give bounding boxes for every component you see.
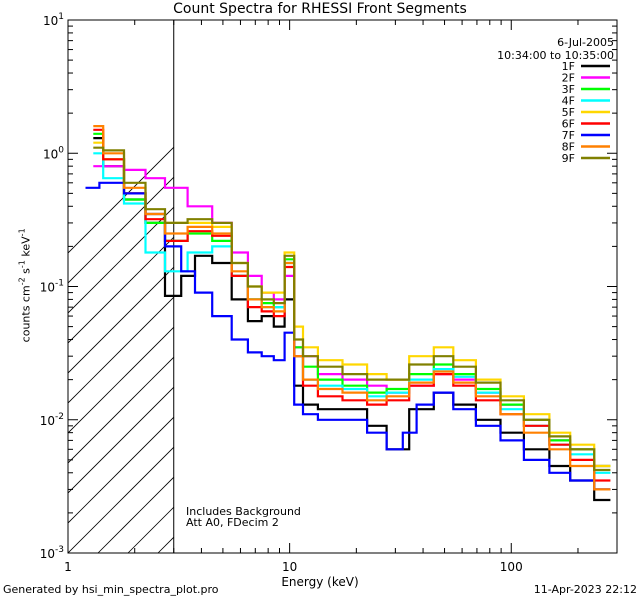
y-tick-label: 10-3 <box>40 545 64 561</box>
hatch-line <box>68 446 174 553</box>
date-label: 6-Jul-2005 <box>557 36 614 49</box>
y-axis: 10-3 10-2 10-1 100 101 <box>40 12 617 561</box>
series-group <box>85 125 611 502</box>
note-background: Includes Background <box>186 505 301 518</box>
legend-label: 4F <box>562 95 575 108</box>
series-6F <box>93 128 611 482</box>
x-tick-label: 10 <box>282 560 297 574</box>
hatch-line <box>218 20 640 553</box>
x-tick-label: 1 <box>64 560 72 574</box>
excluded-region-hatch <box>68 20 640 553</box>
legend-label: 2F <box>562 72 575 85</box>
series-7F <box>85 181 611 491</box>
legend-label: 7F <box>562 129 575 142</box>
y-tick-label: 10-1 <box>40 279 64 295</box>
hatch-line <box>68 416 174 524</box>
chart-title: Count Spectra for RHESSI Front Segments <box>173 1 467 17</box>
y-tick-label: 101 <box>43 12 64 28</box>
time-range-label: 10:34:00 to 10:35:00 <box>497 49 614 62</box>
hatch-line <box>68 386 174 494</box>
y-tick-label: 100 <box>43 145 64 161</box>
series-2F <box>93 165 611 468</box>
y-tick-label: 10-2 <box>40 412 64 428</box>
x-axis-label: Energy (keV) <box>281 575 359 589</box>
plot-frame <box>67 19 618 554</box>
hatch-line <box>68 266 174 374</box>
ylabel-part: keV <box>19 236 33 261</box>
hatch-line <box>68 206 174 314</box>
series-9F <box>93 146 611 472</box>
hatch-line <box>518 20 640 553</box>
x-axis: 1 10 100 <box>64 20 618 574</box>
legend-label: 5F <box>562 106 575 119</box>
ylabel-part: s <box>19 268 33 278</box>
y-axis-label: counts cm-2 s-1 keV-1 <box>17 228 33 343</box>
timestamp: 11-Apr-2023 22:12 <box>533 583 637 596</box>
legend-label: 6F <box>562 118 575 131</box>
x-tick-label: 100 <box>500 560 523 574</box>
legend-label: 1F <box>562 60 575 73</box>
ylabel-exp: -1 <box>17 228 27 237</box>
series-1F <box>93 137 611 502</box>
hatch-line <box>68 236 174 344</box>
legend-label: 3F <box>562 83 575 96</box>
legend-label: 9F <box>562 152 575 165</box>
ylabel-part: counts cm <box>19 285 33 343</box>
ylabel-exp: -1 <box>17 260 27 269</box>
legend-label: 8F <box>562 141 575 154</box>
note-attenuator: Att A0, FDecim 2 <box>186 516 279 529</box>
generated-by: Generated by hsi_min_spectra_plot.pro <box>3 583 219 596</box>
series-5F <box>93 141 611 468</box>
series-8F <box>93 125 611 491</box>
ylabel-exp: -2 <box>17 277 27 286</box>
